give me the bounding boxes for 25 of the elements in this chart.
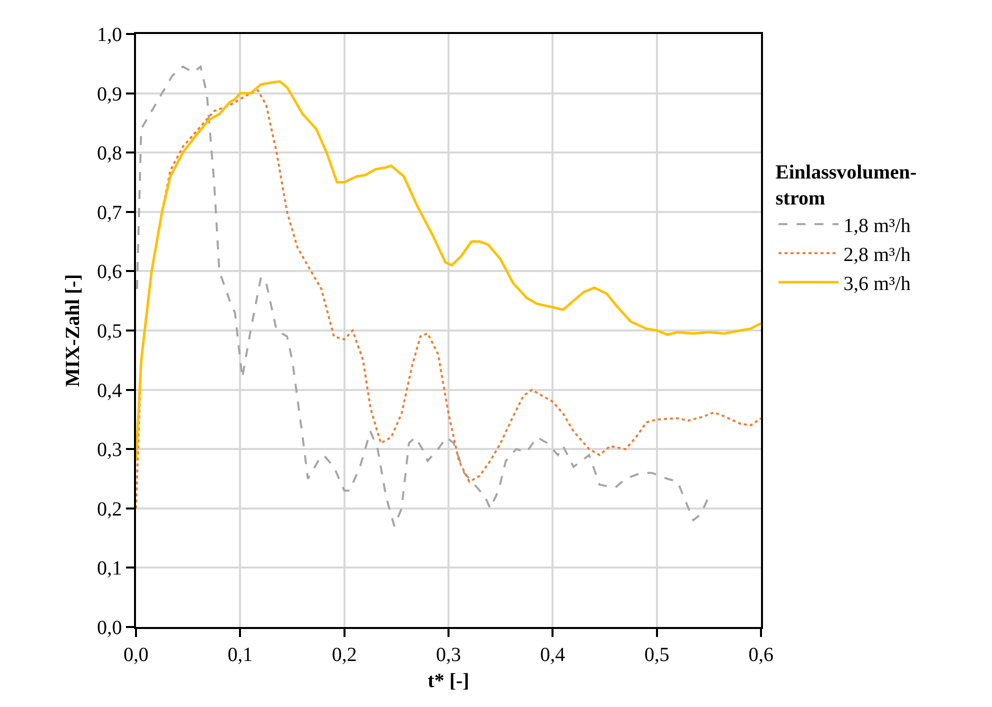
y-tick-label: 1,0 xyxy=(97,24,122,46)
y-tick-label: 0,7 xyxy=(97,202,122,224)
y-tick-label: 0,4 xyxy=(97,380,122,402)
legend-label: 1,8 m³/h xyxy=(844,214,911,237)
legend-label: 2,8 m³/h xyxy=(844,244,911,266)
legend-label: 3,6 m³/h xyxy=(844,272,911,295)
x-tick-label: 0,0 xyxy=(124,644,148,666)
x-tick-label: 0,5 xyxy=(644,644,670,666)
y-tick-label: 0,8 xyxy=(97,142,122,165)
y-tick-label: 0,3 xyxy=(97,439,122,462)
y-tick-label: 0,1 xyxy=(97,558,122,580)
y-tick-label: 0,2 xyxy=(97,498,122,520)
y-tick-label: 0,9 xyxy=(97,83,122,106)
y-tick-label: 0,0 xyxy=(97,617,122,639)
y-tick-label: 0,6 xyxy=(97,261,122,284)
x-tick-label: 0,4 xyxy=(540,644,566,666)
y-tick-label: 0,5 xyxy=(97,320,122,342)
x-tick-label: 0,1 xyxy=(228,644,253,666)
x-tick-label: 0,2 xyxy=(332,644,357,666)
y-axis-title: MIX-Zahl [-] xyxy=(62,274,84,387)
x-tick-label: 0,3 xyxy=(436,644,461,666)
x-axis-title: t* [-] xyxy=(428,670,470,692)
x-tick-label: 0,6 xyxy=(748,644,774,666)
legend-title: Einlassvolumen- strom xyxy=(776,162,917,210)
line-series xyxy=(136,66,710,528)
